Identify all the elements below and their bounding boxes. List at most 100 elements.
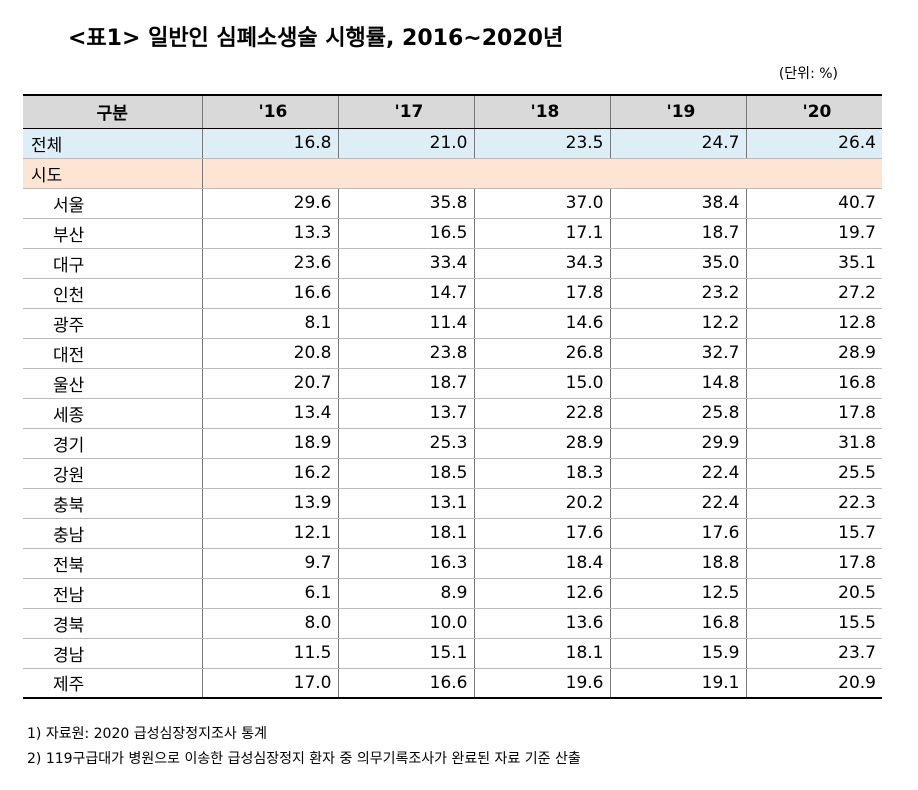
- cell-value: 22.8: [473, 398, 610, 429]
- cell-value: 17.8: [745, 398, 882, 429]
- cell-value: 17.6: [473, 518, 610, 549]
- cell-value: 20.5: [745, 578, 882, 609]
- cell-value: 25.5: [745, 458, 882, 489]
- cell-value: 10.0: [337, 608, 474, 639]
- cell-value: 37.0: [473, 188, 610, 219]
- table-row: 인천 16.6 14.7 17.8 23.2 27.2: [23, 278, 882, 309]
- cell-value: 28.9: [473, 428, 610, 459]
- cell-value: 13.1: [337, 488, 474, 519]
- cell-value: 18.9: [201, 428, 338, 459]
- cell-value: 18.7: [337, 368, 474, 399]
- row-label: 서울: [23, 188, 202, 219]
- cell-value: 35.1: [745, 248, 882, 279]
- cell-value: 20.2: [473, 488, 610, 519]
- total-row: 전체 16.8 21.0 23.5 24.7 26.4: [23, 128, 882, 159]
- row-label: 부산: [23, 218, 202, 249]
- cell-value: 40.7: [745, 188, 882, 219]
- row-label: 울산: [23, 368, 202, 399]
- cell-value: 16.3: [337, 548, 474, 579]
- table-row: 대구 23.6 33.4 34.3 35.0 35.1: [23, 248, 882, 279]
- section-label: 시도: [23, 158, 202, 189]
- cell-value: 26.8: [473, 338, 610, 369]
- footnote: 1) 자료원: 2020 급성심장정지조사 통계: [27, 726, 267, 742]
- cell-value: 34.3: [473, 248, 610, 279]
- cell-value: 18.1: [337, 518, 474, 549]
- header-year: '16: [201, 95, 338, 129]
- cell-value: 12.6: [473, 578, 610, 609]
- row-label: 전체: [23, 128, 202, 159]
- cell-value: 31.8: [745, 428, 882, 459]
- cell-value: 18.7: [609, 218, 746, 249]
- cell-value: 16.2: [201, 458, 338, 489]
- cell-value: 13.9: [201, 488, 338, 519]
- cell-value: 19.6: [473, 668, 610, 699]
- cell-value: 15.0: [473, 368, 610, 399]
- row-label: 충남: [23, 518, 202, 549]
- cell-value: 8.9: [337, 578, 474, 609]
- cell-value: 16.5: [337, 218, 474, 249]
- cell-value: 13.4: [201, 398, 338, 429]
- header-year: '19: [609, 95, 746, 129]
- cell-value: 15.5: [745, 608, 882, 639]
- cell-value: 18.1: [473, 638, 610, 669]
- table-row: 세종 13.4 13.7 22.8 25.8 17.8: [23, 398, 882, 429]
- unit-label: (단위: %): [778, 66, 838, 82]
- cell-value: 18.5: [337, 458, 474, 489]
- row-label: 경북: [23, 608, 202, 639]
- cell-value: 20.7: [201, 368, 338, 399]
- cell-value: 13.7: [337, 398, 474, 429]
- cell-value: 22.4: [609, 488, 746, 519]
- header-year: '17: [337, 95, 474, 129]
- cell-value: 14.6: [473, 308, 610, 339]
- cell-value: 38.4: [609, 188, 746, 219]
- cell-value: 20.9: [745, 668, 882, 699]
- cell-value: 23.6: [201, 248, 338, 279]
- table-row: 경기 18.9 25.3 28.9 29.9 31.8: [23, 428, 882, 459]
- cell-value: 17.6: [609, 518, 746, 549]
- cell-value: 20.8: [201, 338, 338, 369]
- header-year: '18: [473, 95, 610, 129]
- table-row: 전남 6.1 8.9 12.6 12.5 20.5: [23, 578, 882, 609]
- cell-value: 12.1: [201, 518, 338, 549]
- cell-value: 29.6: [201, 188, 338, 219]
- cell-value: 13.6: [473, 608, 610, 639]
- cell-value: 22.3: [745, 488, 882, 519]
- cell-value: 17.8: [473, 278, 610, 309]
- cell-value: 17.8: [745, 548, 882, 579]
- header-year: '20: [745, 95, 882, 129]
- row-label: 광주: [23, 308, 202, 339]
- table-row: 울산 20.7 18.7 15.0 14.8 16.8: [23, 368, 882, 399]
- cpr-rate-table: 구분 '16 '17 '18 '19 '20 전체 16.8 21.0 23.5…: [23, 94, 882, 699]
- table-row: 경북 8.0 10.0 13.6 16.8 15.5: [23, 608, 882, 639]
- table-row: 부산 13.3 16.5 17.1 18.7 19.7: [23, 218, 882, 249]
- cell-value: 6.1: [201, 578, 338, 609]
- cell-value: 27.2: [745, 278, 882, 309]
- cell-value: 9.7: [201, 548, 338, 579]
- footnote: 2) 119구급대가 병원으로 이송한 급성심장정지 환자 중 의무기록조사가 …: [27, 751, 581, 767]
- table-row: 서울 29.6 35.8 37.0 38.4 40.7: [23, 188, 882, 219]
- cell-value: 16.8: [745, 368, 882, 399]
- cell-value: 17.1: [473, 218, 610, 249]
- table-row: 강원 16.2 18.5 18.3 22.4 25.5: [23, 458, 882, 489]
- table-row: 제주 17.0 16.6 19.6 19.1 20.9: [23, 668, 882, 699]
- section-fill: [201, 158, 882, 189]
- row-label: 전북: [23, 548, 202, 579]
- row-label: 대전: [23, 338, 202, 369]
- cell-value: 18.8: [609, 548, 746, 579]
- table-row: 충북 13.9 13.1 20.2 22.4 22.3: [23, 488, 882, 519]
- cell-value: 12.5: [609, 578, 746, 609]
- cell-value: 13.3: [201, 218, 338, 249]
- cell-value: 16.8: [201, 128, 338, 159]
- cell-value: 12.8: [745, 308, 882, 339]
- table-row: 충남 12.1 18.1 17.6 17.6 15.7: [23, 518, 882, 549]
- table-row: 대전 20.8 23.8 26.8 32.7 28.9: [23, 338, 882, 369]
- row-label: 경기: [23, 428, 202, 459]
- cell-value: 15.1: [337, 638, 474, 669]
- header-row: 구분 '16 '17 '18 '19 '20: [23, 95, 882, 129]
- table-row: 광주 8.1 11.4 14.6 12.2 12.8: [23, 308, 882, 339]
- table-row: 경남 11.5 15.1 18.1 15.9 23.7: [23, 638, 882, 669]
- table-title: <표1> 일반인 심폐소생술 시행률, 2016~2020년: [68, 26, 564, 51]
- cell-value: 18.4: [473, 548, 610, 579]
- cell-value: 8.0: [201, 608, 338, 639]
- cell-value: 33.4: [337, 248, 474, 279]
